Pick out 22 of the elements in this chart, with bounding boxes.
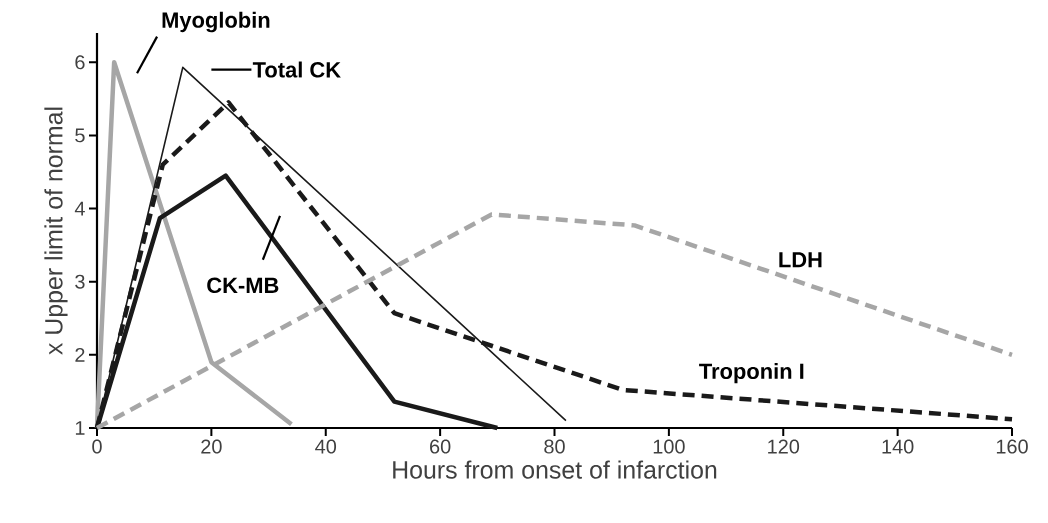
x-tick-label: 140 [882,439,914,454]
series-label: CK-MB [207,277,279,294]
y-tick-label: 6 [75,55,85,70]
x-tick-label: 20 [201,439,222,454]
x-tick-label: 60 [430,439,451,454]
y-tick-label: 3 [75,274,85,289]
series-label: Total CK [252,61,341,78]
y-tick-label: 5 [75,128,85,143]
y-axis-title: x Upper limit of normal [44,107,68,355]
x-tick-label: 80 [544,439,565,454]
y-tick-label: 2 [75,347,85,362]
y-tick-label: 4 [74,201,85,216]
x-tick-label: 160 [996,439,1028,454]
x-tick-label: 0 [92,439,102,454]
y-tick-label: 1 [75,421,85,435]
x-axis-title: Hours from onset of infarction [393,460,717,479]
series-label: Troponin I [699,362,804,384]
x-tick-label: 40 [315,439,337,454]
series-label: LDH [779,252,822,268]
text: Myoglobin [162,11,270,33]
x-tick-label: 120 [768,439,800,454]
x-tick-label: 100 [653,439,685,454]
